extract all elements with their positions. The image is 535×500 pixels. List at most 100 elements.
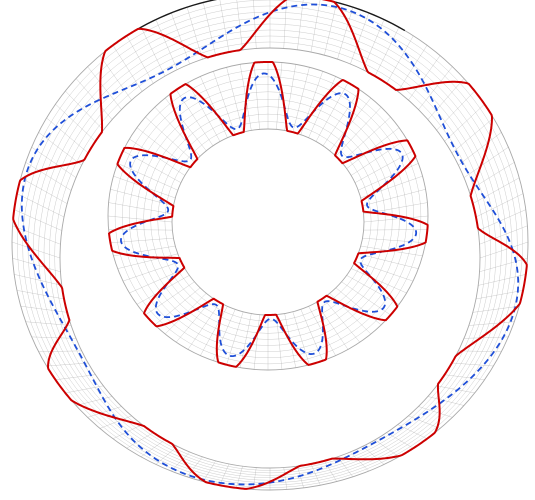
inner-mesh-radial-line: [145, 281, 195, 316]
outer-mesh-radial-line: [468, 321, 515, 326]
outer-dashed-mode-curve: [20, 3, 520, 486]
outer-mesh-radial-line: [283, 467, 288, 490]
outer-mesh-radial-line: [386, 432, 414, 449]
outer-mesh-radial-line: [14, 209, 62, 231]
outer-mesh-radial-line: [55, 104, 96, 142]
inner-mesh-radial-line: [117, 163, 178, 191]
outer-mesh-radial-line: [451, 362, 494, 367]
outer-mesh-radial-line: [155, 19, 178, 70]
outer-mesh-radial-line: [171, 451, 190, 472]
inner-ring-mode-curves: [107, 61, 429, 368]
inner-mesh-radial-line: [253, 314, 260, 370]
outer-mesh-radial-line: [75, 78, 113, 120]
inner-mesh-radial-line: [341, 116, 391, 163]
outer-mesh-radial-line: [479, 258, 528, 272]
outer-mesh-radial-line: [350, 12, 369, 65]
outer-mesh-radial-line: [297, 466, 304, 488]
inner-mesh-radial-line: [354, 261, 414, 282]
inner-mesh-radial-line: [308, 76, 336, 138]
outer-mesh-radial-line: [397, 424, 428, 439]
inner-mesh-radial-line: [276, 314, 283, 370]
inner-mesh-radial-line: [276, 62, 283, 130]
inner-mesh-radial-line: [363, 229, 428, 231]
outer-mesh-radial-line: [87, 406, 122, 418]
inner-mesh-radial-line: [117, 253, 178, 269]
outer-mesh-radial-line: [219, 0, 230, 53]
inner-mesh-radial-line: [322, 298, 360, 343]
outer-mesh-radial-line: [155, 446, 178, 465]
inner-mesh-radial-line: [363, 215, 429, 223]
outer-mesh-radial-line: [451, 117, 494, 154]
outer-mesh-radial-line: [310, 0, 321, 53]
outer-mesh-radial-line: [25, 321, 72, 326]
outer-mesh-radial-line: [171, 12, 190, 65]
outer-mesh-radial-line: [253, 0, 257, 49]
outer-mesh-radial-line: [12, 225, 61, 245]
inner-mesh-radial-line: [122, 261, 182, 282]
outer-mesh-radial-line: [65, 385, 104, 394]
inner-mesh-radial-line: [346, 275, 400, 305]
outer-mesh-radial-line: [12, 258, 61, 272]
outer-mesh-radial-line: [38, 350, 82, 352]
inner-solid-mode-curve: [107, 61, 429, 368]
outer-mesh-radial-line: [427, 78, 465, 120]
outer-mesh-radial-line: [31, 146, 77, 178]
inner-mesh-radial-line: [107, 215, 173, 223]
inner-mesh-radial-line: [335, 106, 382, 157]
outer-mesh-radial-line: [126, 35, 154, 84]
inner-mesh-radial-line: [187, 82, 221, 142]
outer-mesh-radial-line: [75, 396, 113, 406]
outer-mesh-radial-line: [475, 193, 524, 218]
outer-mesh-radial-line: [65, 90, 104, 131]
outer-mesh-radial-line: [310, 463, 321, 486]
inner-mesh-radial-line: [213, 71, 236, 135]
inner-mesh-radial-line: [362, 189, 426, 207]
outer-mesh-radial-line: [350, 451, 369, 472]
inner-mesh-radial-line: [300, 309, 323, 361]
outer-mesh-radial-line: [418, 406, 453, 418]
inner-mesh-radial-line: [200, 76, 228, 138]
outer-mesh-radial-line: [374, 27, 400, 77]
outer-mesh-radial-line: [55, 374, 96, 381]
outer-mesh-radial-line: [472, 177, 520, 204]
inner-ring-mesh: [107, 61, 429, 371]
outer-mesh-radial-line: [362, 446, 385, 465]
inner-mesh-radial-line: [292, 67, 310, 133]
inner-mesh-radial-line: [351, 138, 407, 176]
inner-mesh-radial-line: [292, 311, 310, 365]
inner-mesh-radial-line: [358, 163, 419, 191]
outer-mesh-radial-line: [126, 432, 154, 449]
inner-mesh-radial-line: [122, 150, 182, 183]
inner-mesh-radial-line: [315, 82, 349, 142]
outer-mesh-radial-line: [219, 463, 230, 486]
outer-mesh-radial-line: [38, 132, 82, 166]
inner-mesh-radial-line: [136, 275, 190, 305]
inner-mesh-radial-line: [346, 127, 400, 169]
outer-mesh-radial-line: [20, 177, 68, 204]
outer-mesh-radial-line: [203, 460, 216, 482]
outer-mesh-radial-line: [458, 132, 502, 166]
outer-mesh-radial-line: [479, 241, 529, 259]
outer-mesh-radial-line: [478, 209, 526, 231]
inner-mesh-radial-line: [329, 97, 372, 151]
outer-mesh-radial-line: [11, 241, 61, 259]
outer-mesh-radial-line: [464, 336, 509, 339]
outer-mesh-radial-line: [46, 362, 89, 367]
outer-mesh-radial-line: [463, 146, 509, 178]
inner-mesh-radial-line: [351, 268, 407, 294]
outer-mesh-radial-line: [99, 55, 132, 101]
inner-mesh-radial-line: [154, 287, 201, 326]
inner-mesh-radial-line: [187, 302, 221, 350]
outer-mesh-radial-line: [99, 415, 132, 429]
inner-mesh-radial-line: [358, 253, 419, 269]
outer-mesh-radial-line: [20, 305, 68, 313]
outer-mesh-radial-line: [16, 193, 65, 218]
inner-mesh-radial-line: [226, 311, 244, 365]
inner-mesh-radial-line: [200, 306, 228, 356]
outer-mesh-radial-line: [112, 45, 143, 92]
outer-mesh-radial-line: [472, 305, 520, 313]
outer-ring-mesh: [11, 0, 529, 491]
outer-mesh-radial-line: [203, 2, 216, 56]
